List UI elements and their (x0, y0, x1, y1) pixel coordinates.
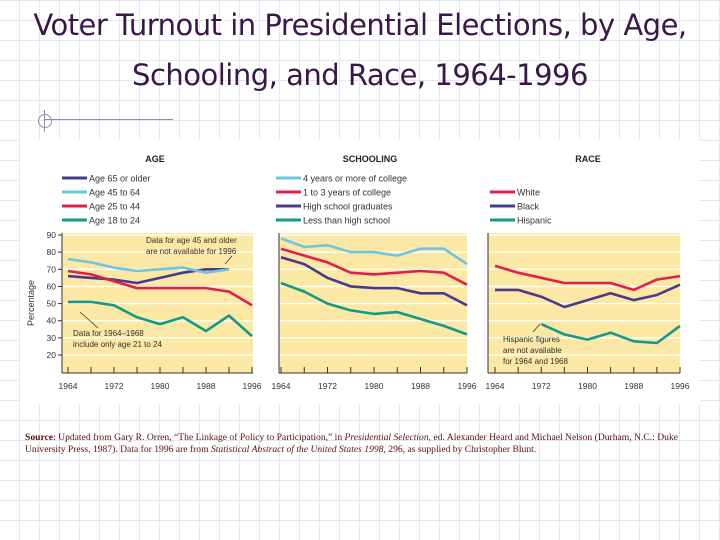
annotation-text: Hispanic figures (503, 335, 560, 344)
source-title: Presidential Selection (344, 432, 429, 443)
x-tick-label: 1964 (59, 381, 78, 391)
annotation-leader (224, 255, 233, 265)
panel-title: SCHOOLING (343, 154, 398, 164)
x-tick-label: 1996 (243, 381, 262, 391)
y-tick-label: 60 (47, 281, 57, 291)
legend-label: Less than high school (303, 216, 390, 226)
annotation-text: include only age 21 to 24 (73, 340, 163, 349)
series-line-2 (540, 322, 681, 345)
series-line-1 (280, 247, 468, 286)
series-line-0 (280, 237, 468, 266)
x-tick-label: 1980 (151, 381, 170, 391)
panel-schooling: SCHOOLING 4 years or more of college 1 to … (272, 154, 477, 391)
decorative-tick (44, 110, 45, 132)
source-note: Source: Updated from Gary R. Orren, “The… (25, 432, 705, 456)
legend-label: Age 25 to 44 (89, 202, 140, 212)
series-line-3 (280, 281, 468, 336)
decorative-circle (38, 114, 52, 128)
y-tick-label: 70 (47, 264, 57, 274)
slide-title-line-2: Schooling, and Race, 1964-1996 (132, 58, 588, 92)
series-line-2 (280, 256, 468, 307)
panel-age: AGE Age 65 or older Age 45 to 64 Age 25 to … (26, 154, 262, 391)
legend-label: Hispanic (517, 216, 552, 226)
annotation-text: Data for age 45 and older (146, 236, 237, 245)
source-text: , ed. Alexander Heard and Michael Nelson… (25, 432, 679, 455)
source-label: Source (25, 432, 54, 443)
annotation-text: are not available (503, 346, 562, 355)
x-tick-label: 1964 (272, 381, 291, 391)
source-text: : Updated from Gary R. Orren, “The Linka… (53, 432, 345, 443)
y-tick-label: 90 (47, 230, 57, 240)
x-tick-label: 1972 (318, 381, 337, 391)
x-tick-label: 1980 (578, 381, 597, 391)
y-tick-label: 80 (47, 247, 57, 257)
legend-label: 1 to 3 years of college (303, 188, 391, 198)
decorative-rule (45, 119, 173, 120)
x-tick-label: 1988 (624, 381, 643, 391)
x-tick-label: 1988 (197, 381, 216, 391)
y-tick-label: 40 (47, 316, 57, 326)
annotation-leader (532, 323, 541, 333)
legend-label: White (517, 188, 540, 198)
annotation-text: are not available for 1996 (146, 247, 237, 256)
series-line-1 (495, 283, 681, 309)
legend-label: Age 18 to 24 (89, 216, 140, 226)
annotation-text: for 1964 and 1968 (503, 357, 568, 366)
x-tick-label: 1964 (486, 381, 505, 391)
slide-title-line-1: Voter Turnout in Presidential Elections,… (33, 8, 687, 42)
legend-label: Age 65 or older (89, 174, 151, 184)
annotation-leader (79, 311, 99, 329)
y-tick-label: 50 (47, 299, 57, 309)
y-tick-label: 30 (47, 333, 57, 343)
panel-title: AGE (145, 154, 165, 164)
panel-title: RACE (575, 154, 601, 164)
legend-label: Age 45 to 64 (89, 188, 140, 198)
annotation-text: Data for 1964–1968 (73, 329, 144, 338)
legend-label: Black (517, 202, 540, 212)
x-tick-label: 1980 (365, 381, 384, 391)
series-line-1 (67, 257, 230, 275)
legend-label: High school graduates (303, 202, 393, 212)
y-tick-label: 20 (47, 350, 57, 360)
x-tick-label: 1988 (411, 381, 430, 391)
panel-race: RACE White Black Hispanic 1964 1972 1980 1988 19… (486, 154, 690, 391)
series-line-2 (67, 269, 253, 307)
x-tick-label: 1972 (105, 381, 124, 391)
source-title: Statistical Abstract of the United State… (210, 444, 384, 455)
source-text: , 296, as supplied by Christopher Blunt. (383, 444, 537, 455)
x-tick-label: 1996 (671, 381, 690, 391)
legend-label: 4 years or more of college (303, 174, 407, 184)
x-tick-label: 1972 (532, 381, 551, 391)
x-tick-label: 1996 (458, 381, 477, 391)
series-line-3 (68, 300, 253, 338)
y-axis-label: Percentage (26, 280, 36, 326)
series-line-0 (67, 267, 229, 285)
